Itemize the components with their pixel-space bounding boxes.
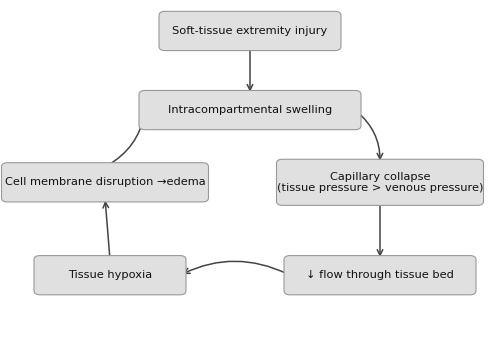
- Text: Capillary collapse
(tissue pressure > venous pressure): Capillary collapse (tissue pressure > ve…: [277, 172, 483, 193]
- Text: Intracompartmental swelling: Intracompartmental swelling: [168, 105, 332, 115]
- FancyBboxPatch shape: [34, 256, 186, 295]
- Text: Cell membrane disruption →edema: Cell membrane disruption →edema: [4, 177, 205, 187]
- Text: ↓ flow through tissue bed: ↓ flow through tissue bed: [306, 270, 454, 280]
- FancyBboxPatch shape: [276, 159, 484, 205]
- Text: Soft-tissue extremity injury: Soft-tissue extremity injury: [172, 26, 328, 36]
- FancyBboxPatch shape: [2, 163, 208, 202]
- FancyBboxPatch shape: [139, 90, 361, 130]
- FancyBboxPatch shape: [284, 256, 476, 295]
- FancyBboxPatch shape: [159, 11, 341, 51]
- Text: Tissue hypoxia: Tissue hypoxia: [68, 270, 152, 280]
